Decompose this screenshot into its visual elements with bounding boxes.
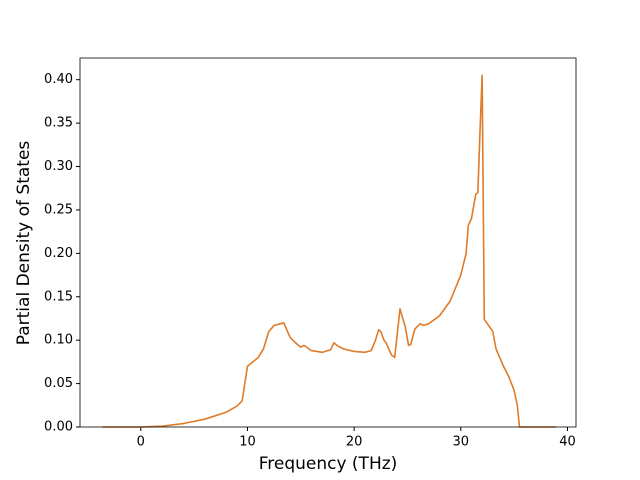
y-tick-label: 0.35 <box>44 116 73 131</box>
data-line <box>102 74 556 428</box>
y-tick-label: 0.05 <box>44 376 73 391</box>
x-tick-label: 20 <box>346 435 363 450</box>
y-tick-label: 0.15 <box>44 289 73 304</box>
x-tick-label: 10 <box>239 435 256 450</box>
plot-frame <box>79 57 577 428</box>
y-tick-label: 0.30 <box>44 159 73 174</box>
x-tick-label: 30 <box>453 435 470 450</box>
y-tick-label: 0.10 <box>44 333 73 348</box>
y-axis-label: Partial Density of States <box>14 141 34 346</box>
y-tick-label: 0.40 <box>44 72 73 87</box>
y-tick-label: 0.00 <box>44 420 73 435</box>
y-tick-label: 0.25 <box>44 202 73 217</box>
x-tick-label: 0 <box>137 435 145 450</box>
y-tick-label: 0.20 <box>44 246 73 261</box>
x-tick-label: 40 <box>559 435 576 450</box>
x-axis-label: Frequency (THz) <box>259 454 398 474</box>
